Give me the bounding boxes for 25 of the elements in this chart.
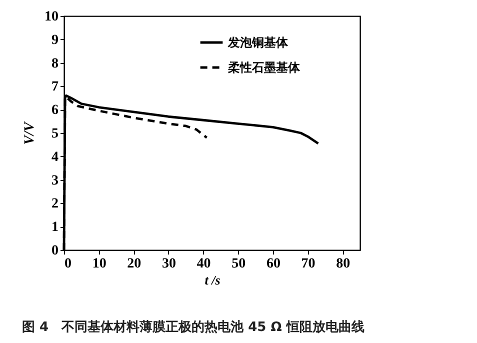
y-tick-label: 3 [52, 173, 58, 188]
y-tick-label: 1 [52, 220, 58, 236]
y-tick-label: 8 [52, 56, 58, 72]
y-tick-label: 2 [52, 196, 58, 212]
x-tick-label: 60 [266, 256, 280, 272]
y-tick-label: 0 [52, 244, 58, 258]
x-axis-title: t /s [204, 272, 220, 288]
x-tick-label: 70 [301, 256, 316, 272]
caption: 图 4 不同基体材料薄膜正极的热电池 45 Ω 恒阻放电曲线 [22, 319, 364, 335]
x-tick-label: 30 [162, 256, 176, 272]
y-axis-title: V/V [22, 120, 38, 145]
y-tick-label: 6 [52, 103, 58, 118]
y-tick-label: 9 [52, 32, 58, 48]
x-tick-label: 50 [232, 256, 246, 272]
y-tick-label: 5 [52, 126, 58, 142]
x-tick-label: 80 [336, 256, 350, 272]
x-tick-label: 0 [64, 256, 72, 272]
legend-label: 发泡铜基体 [227, 36, 289, 50]
legend-label: 柔性石墨基体 [227, 60, 301, 74]
x-tick-label: 40 [196, 256, 211, 272]
y-tick-label: 7 [52, 80, 58, 95]
y-tick-label: 4 [52, 150, 58, 165]
y-tick-label: 10 [44, 10, 58, 24]
x-tick-label: 20 [127, 256, 142, 272]
x-tick-label: 10 [92, 256, 106, 272]
